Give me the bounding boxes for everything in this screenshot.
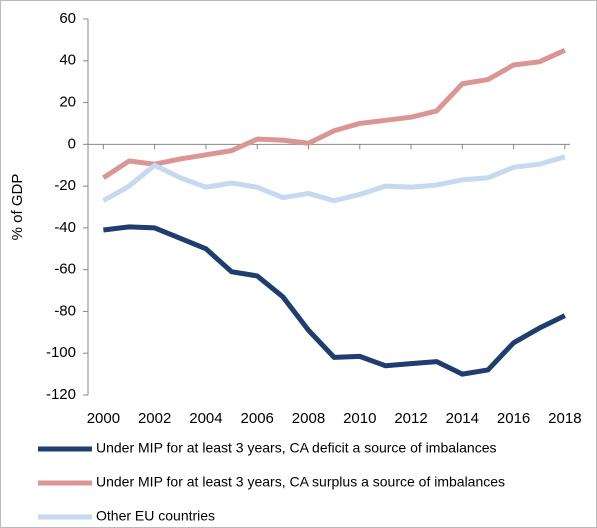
x-tick-label: 2008 bbox=[292, 410, 325, 427]
y-tick-label: -80 bbox=[54, 302, 76, 319]
series-line bbox=[102, 154, 566, 204]
y-tick-label: 0 bbox=[68, 135, 76, 152]
legend-label: Under MIP for at least 3 years, CA defic… bbox=[96, 440, 496, 456]
x-tick-label: 2012 bbox=[394, 410, 427, 427]
y-tick-label: -60 bbox=[54, 261, 76, 278]
legend-label: Under MIP for at least 3 years, CA surpl… bbox=[96, 474, 505, 490]
y-tick-label: -20 bbox=[54, 177, 76, 194]
x-tick-label: 2010 bbox=[343, 410, 376, 427]
y-tick-label: 20 bbox=[59, 94, 76, 111]
series-line bbox=[103, 224, 566, 377]
legend-label: Other EU countries bbox=[96, 508, 215, 524]
y-tick-label: 60 bbox=[59, 10, 76, 27]
series-line bbox=[102, 48, 566, 180]
x-tick-label: 2006 bbox=[241, 410, 274, 427]
x-tick-label: 2014 bbox=[446, 410, 479, 427]
y-tick-label: -40 bbox=[54, 219, 76, 236]
x-tick-label: 2002 bbox=[138, 410, 171, 427]
x-tick-label: 2018 bbox=[548, 410, 581, 427]
y-tick-label: -120 bbox=[46, 386, 76, 403]
x-tick-label: 2016 bbox=[497, 410, 530, 427]
y-tick-label: -100 bbox=[46, 344, 76, 361]
y-tick-label: 40 bbox=[59, 52, 76, 69]
x-tick-label: 2004 bbox=[189, 410, 222, 427]
y-axis-label: % of GDP bbox=[9, 174, 26, 241]
x-tick-label: 2000 bbox=[87, 410, 120, 427]
